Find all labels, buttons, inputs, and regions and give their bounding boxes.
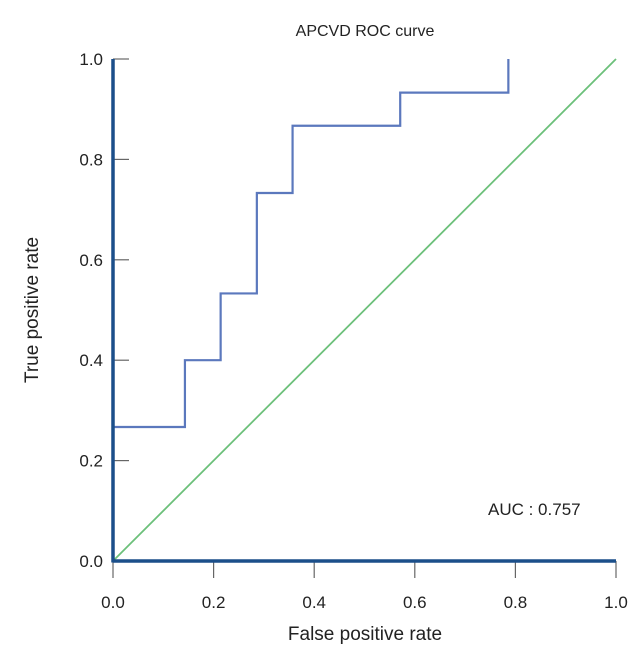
y-tick-label: 0.0 [79,552,103,571]
roc-curve-line [113,59,510,429]
y-tick-label: 0.8 [79,150,103,169]
y-tick-label: 0.2 [79,452,103,471]
x-tick-label: 0.0 [101,593,125,612]
chart-title: APCVD ROC curve [296,23,435,40]
auc-annotation: AUC : 0.757 [488,500,581,519]
x-tick-label: 0.4 [302,593,326,612]
reference-diagonal-line [112,58,617,562]
y-tick-label: 0.6 [79,251,103,270]
y-tick-label: 0.4 [79,351,103,370]
y-axis-title: True positive rate [22,237,43,383]
x-tick-label: 0.2 [202,593,226,612]
x-axis-title: False positive rate [288,624,442,645]
x-tick-label: 0.8 [504,593,528,612]
y-tick-label: 1.0 [79,50,103,69]
x-tick-label: 0.6 [403,593,427,612]
x-tick-label: 1.0 [604,593,628,612]
